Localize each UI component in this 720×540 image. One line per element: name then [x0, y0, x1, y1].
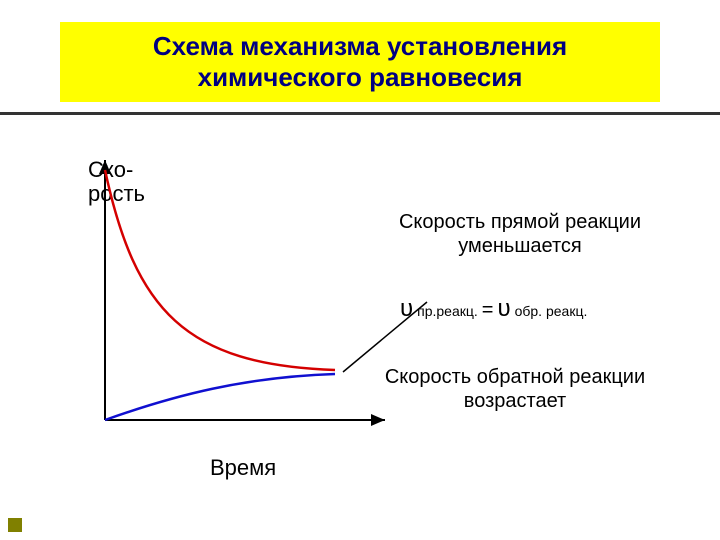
upsilon-symbol-1: υ — [400, 295, 413, 323]
x-axis-arrow — [371, 414, 385, 426]
reverse-annotation: Скорость обратной реакции возрастает — [370, 365, 660, 413]
upsilon-symbol-2: υ — [497, 295, 510, 323]
subscript-forward: пр.реакц. — [417, 303, 478, 319]
equilibrium-equation: υ пр.реакц. = υ обр. реакц. — [400, 295, 587, 323]
reverse-reaction-curve — [105, 374, 335, 420]
horizontal-rule — [0, 112, 720, 115]
slide-title: Схема механизма установления химического… — [60, 22, 660, 102]
equals-sign: = — [482, 299, 494, 322]
forward-annotation: Скорость прямой реакции уменьшается — [380, 210, 660, 258]
subscript-reverse: обр. реакц. — [515, 303, 588, 319]
forward-reaction-curve — [105, 170, 335, 370]
x-axis-label: Время — [210, 455, 276, 481]
chart — [95, 160, 395, 440]
corner-marker — [8, 518, 22, 532]
